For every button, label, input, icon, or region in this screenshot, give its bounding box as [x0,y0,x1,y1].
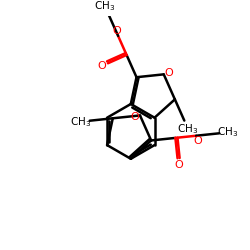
Text: O: O [193,136,202,146]
Text: O: O [130,112,139,122]
Text: CH$_3$: CH$_3$ [94,0,116,14]
Text: O: O [164,68,173,78]
Text: CH$_3$: CH$_3$ [177,122,199,136]
Text: O: O [112,26,121,36]
Text: O: O [174,160,183,170]
Text: CH$_3$: CH$_3$ [70,115,92,128]
Text: CH$_3$: CH$_3$ [218,126,239,139]
Text: O: O [97,61,106,71]
